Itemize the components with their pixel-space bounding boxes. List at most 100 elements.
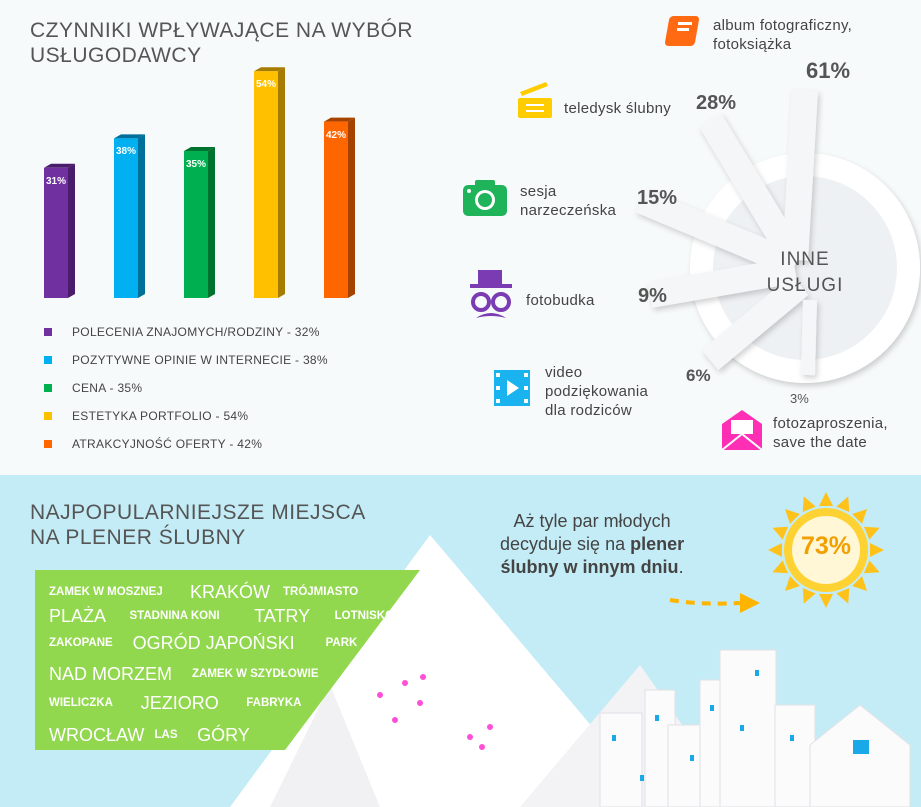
place-word: STADNINA KONI <box>129 610 220 622</box>
place-word: PLAŻA <box>49 606 107 626</box>
chart-legend: POLECENIA ZNAJOMYCH/RODZINY - 32% POZYTY… <box>44 318 328 458</box>
place-word: TATRY <box>254 606 311 626</box>
service-label: teledysk ślubny <box>564 100 672 117</box>
service-label: fotobudka <box>526 292 595 309</box>
label-line: dla rodziców <box>545 402 632 419</box>
place-word: PARK <box>325 637 358 649</box>
place-word: TRÓJMIASTO <box>283 586 359 598</box>
label-line: narzeczeńska <box>520 202 617 219</box>
place-word: WIELICZKA <box>49 697 113 709</box>
place-word: LAS <box>154 729 178 741</box>
arrow-9 <box>647 257 798 308</box>
place-word: JEZIORO <box>140 693 219 713</box>
places-cloud: ZAMEK W MOSZNEJ KRAKÓW TRÓJMIASTO PLAŻA STAD… <box>35 570 420 750</box>
place-word: KRAKÓW <box>190 582 271 602</box>
label-line: podziękowania <box>545 383 649 400</box>
label-line: fotozaproszenia, <box>773 415 888 432</box>
title-line: USŁUGODAWCY <box>30 44 202 67</box>
legend-item: ESTETYKA PORTFOLIO - 54% <box>44 402 328 430</box>
title-line: NAJPOPULARNIEJSZE MIEJSCA <box>30 501 366 524</box>
title-line: NA PLENER ŚLUBNY <box>30 526 246 549</box>
legend-item: POZYTYWNE OPINIE W INTERNECIE - 38% <box>44 346 328 374</box>
tree <box>362 658 454 807</box>
callout-line: decyduje się na <box>500 534 631 554</box>
bar-side <box>208 147 215 298</box>
clapperboard-icon <box>518 82 552 118</box>
legend-label: POLECENIA ZNAJOMYCH/RODZINY - 32% <box>72 325 320 339</box>
legend-label: ATRAKCYJNOŚĆ OFERTY - 42% <box>72 437 263 451</box>
callout-line: . <box>678 557 684 577</box>
bar-top <box>44 163 75 168</box>
bar-chart <box>44 67 355 298</box>
bar-value-label: 31% <box>45 175 66 187</box>
bar-top <box>184 147 215 151</box>
callout-text: Aż tyle par młodych decyduje się na plen… <box>500 510 684 579</box>
disguise-icon <box>470 270 512 318</box>
legend-swatch <box>44 412 52 420</box>
place-word: WROCŁAW <box>49 725 145 745</box>
center-label-line: INNE <box>780 249 830 270</box>
envelope-icon <box>722 410 762 450</box>
bar-value-label: 35% <box>185 159 206 170</box>
bar-value-label: 38% <box>115 146 136 158</box>
title-line: CZYNNIKI WPŁYWAJĄCE NA WYBÓR <box>30 19 414 42</box>
center-label-line: USŁUGI <box>766 275 844 296</box>
legend-swatch <box>44 384 52 392</box>
chart-title: CZYNNIKI WPŁYWAJĄCE NA WYBÓR USŁUGODAWCY <box>30 18 413 68</box>
legend-swatch <box>44 328 52 336</box>
label-line: sesja <box>520 183 557 200</box>
place-word: FABRYKA <box>246 697 302 709</box>
tree <box>452 705 512 807</box>
places-cloud-bg <box>35 570 420 750</box>
arrow-3 <box>801 299 817 376</box>
place-word: LOTNISKO <box>334 610 395 622</box>
legend-label: CENA - 35% <box>72 381 143 395</box>
arrow-61 <box>782 89 818 261</box>
place-word: ZAKOPANE <box>49 637 113 649</box>
legend-item: ATRAKCYJNOŚĆ OFERTY - 42% <box>44 430 328 458</box>
arrow-15 <box>634 188 801 277</box>
pct-28: 28% <box>696 92 737 114</box>
label-line: save the date <box>773 434 867 451</box>
place-word: ZAMEK W MOSZNEJ <box>49 586 163 598</box>
sun-value: 73% <box>800 532 852 560</box>
place-word: OGRÓD JAPOŃSKI <box>132 633 295 653</box>
center-label: INNE USŁUGI <box>745 247 865 299</box>
legend-item: CENA - 35% <box>44 374 328 402</box>
pct-6: 6% <box>686 366 711 385</box>
place-word: ZAMEK W SZYDŁOWIE <box>192 668 319 680</box>
label-line: fotoksiążka <box>713 36 792 53</box>
book-icon <box>665 16 700 46</box>
bar-side <box>348 117 355 298</box>
pct-15: 15% <box>637 187 678 209</box>
callout-bold: plener <box>630 534 685 554</box>
pct-3: 3% <box>790 391 809 406</box>
legend-item: POLECENIA ZNAJOMYCH/RODZINY - 32% <box>44 318 328 346</box>
bar <box>324 121 348 298</box>
label-line: album fotograficzny, <box>713 17 853 34</box>
dashed-arrow <box>669 598 741 606</box>
bar <box>114 138 138 298</box>
mountain <box>270 685 380 807</box>
legend-label: ESTETYKA PORTFOLIO - 54% <box>72 409 249 423</box>
legend-label: POZYTYWNE OPINIE W INTERNECIE - 38% <box>72 353 328 367</box>
legend-swatch <box>44 356 52 364</box>
pct-61: 61% <box>806 58 851 83</box>
bar-side <box>68 163 75 298</box>
bar-side <box>138 134 145 298</box>
places-title: NAJPOPULARNIEJSZE MIEJSCA NA PLENER ŚLUBN… <box>30 500 366 550</box>
place-word: NAD MORZEM <box>49 664 172 684</box>
bar <box>254 71 278 298</box>
arrow-28 <box>698 113 807 267</box>
arrow-6 <box>701 275 809 370</box>
bar-top <box>254 67 285 72</box>
service-label: album fotograficzny, fotoksiążka <box>713 16 852 54</box>
bar <box>184 151 208 298</box>
services-radial <box>634 89 920 383</box>
legend-swatch <box>44 440 52 448</box>
service-label: video podziękowania dla rodziców <box>545 363 648 420</box>
bar-top <box>114 134 145 139</box>
place-word: GÓRY <box>197 725 250 745</box>
callout-bold: ślubny w innym dniu <box>500 557 679 577</box>
bar-side <box>278 67 285 298</box>
